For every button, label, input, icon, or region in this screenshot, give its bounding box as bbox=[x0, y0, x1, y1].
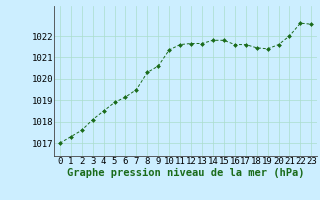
X-axis label: Graphe pression niveau de la mer (hPa): Graphe pression niveau de la mer (hPa) bbox=[67, 168, 304, 178]
